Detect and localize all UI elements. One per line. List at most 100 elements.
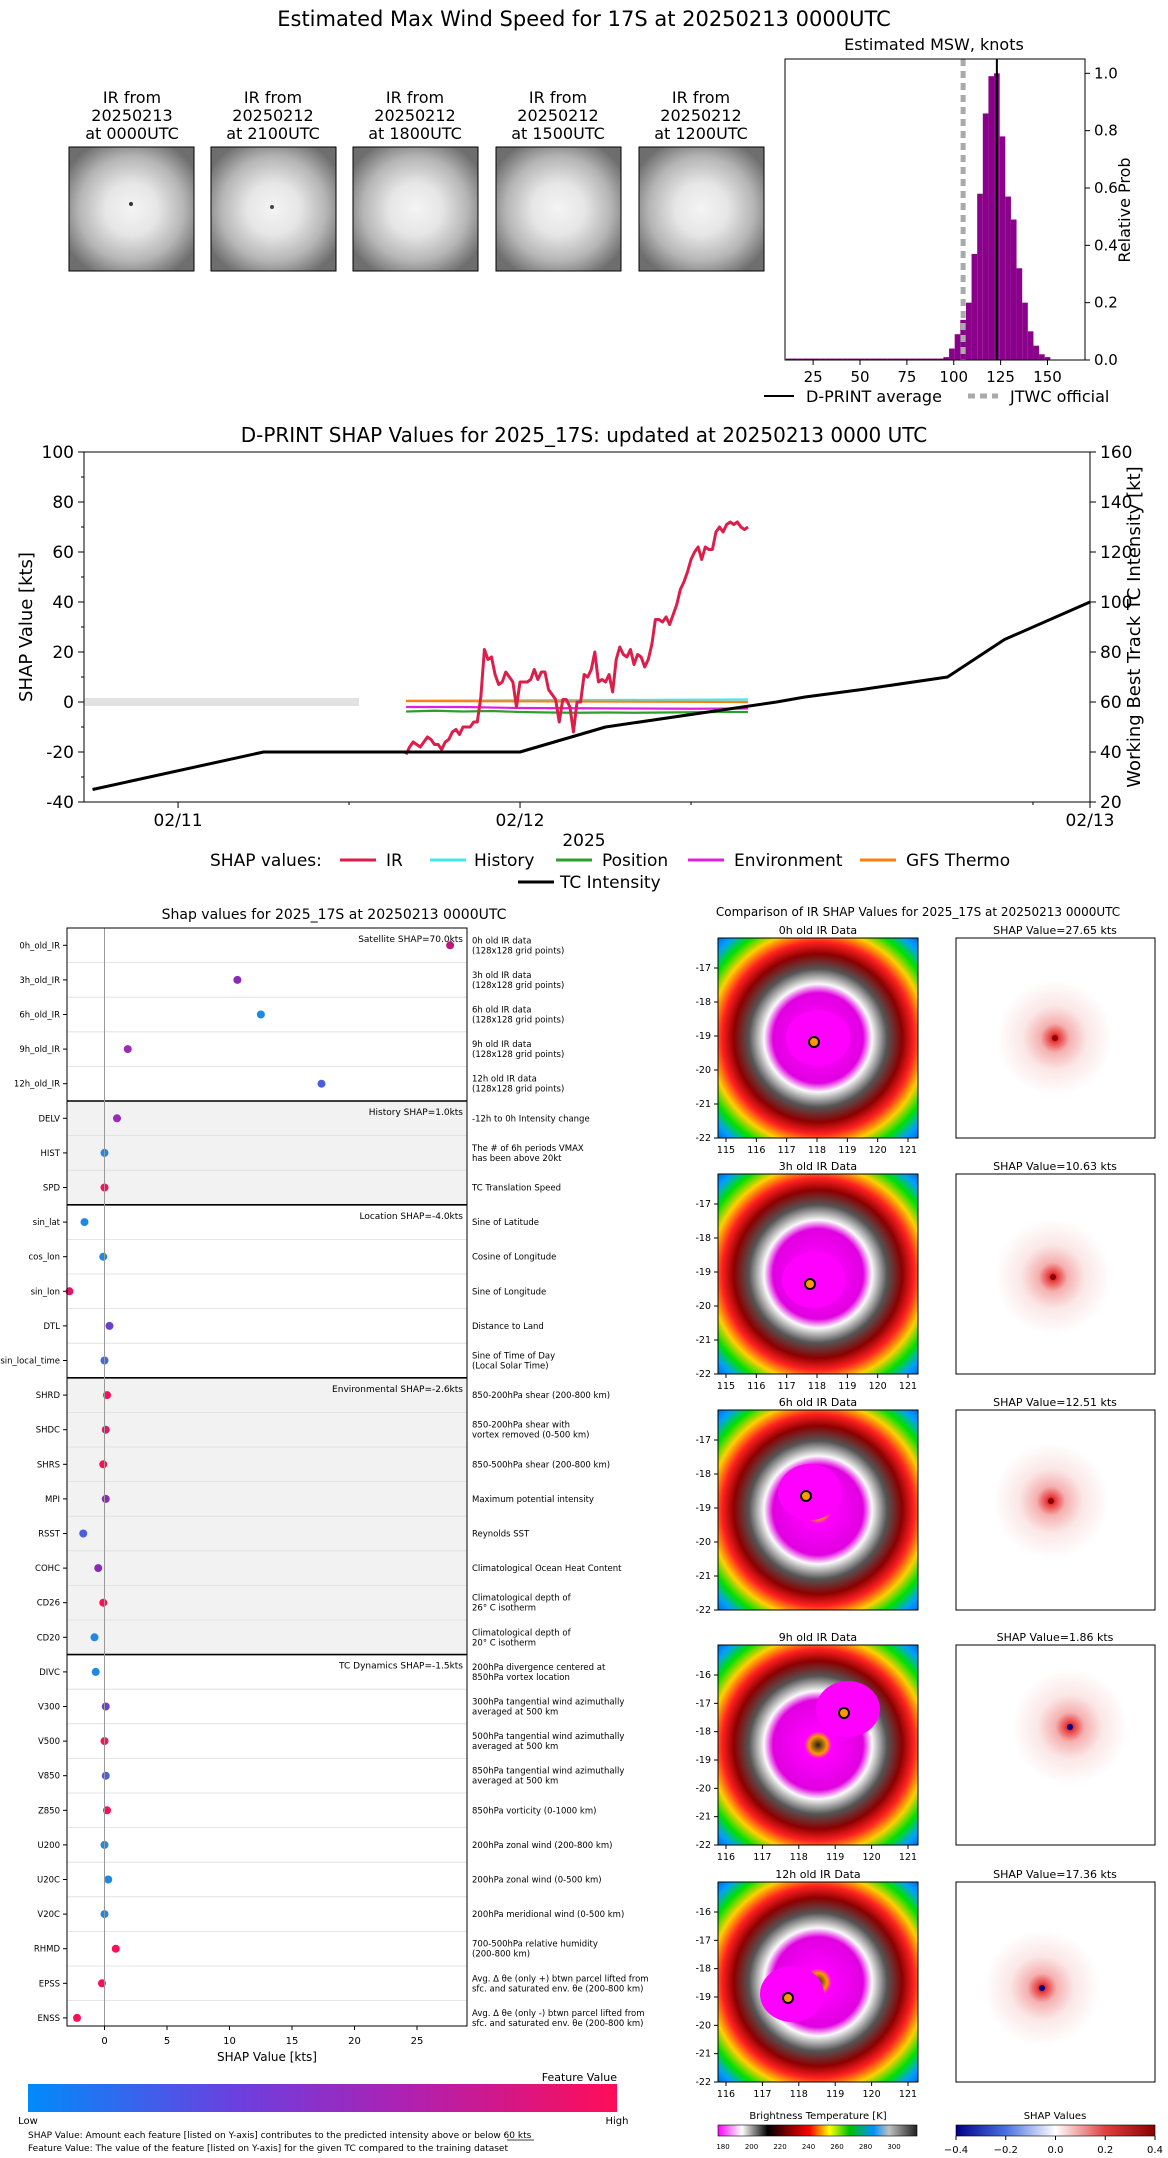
y-tick-label: -21	[695, 1571, 711, 1582]
ir-thumb-caption: 20250213	[91, 106, 172, 125]
y-tick-label: 0.4	[1094, 236, 1118, 254]
feature-name: sin_lon	[31, 1287, 60, 1297]
x-tick-label: 118	[790, 2089, 808, 2100]
ir-thumbnail: IR from 20250212 at 1200UTC	[638, 88, 765, 272]
feature-name: cos_lon	[28, 1253, 60, 1263]
cmp-panels: 0h old IR Data -17 -18 -19 -20 -21 -22 115 116 11…	[695, 924, 1156, 2100]
ir-image	[717, 1644, 919, 1846]
hist-bar	[808, 358, 815, 360]
ir-panel-title: 3h old IR Data	[779, 1160, 857, 1173]
bt-tick-label: 240	[802, 2143, 815, 2151]
ir-panel-title: 6h old IR Data	[779, 1396, 857, 1409]
y-tick-label: 60	[52, 543, 74, 563]
y-tick-label: 1.0	[1094, 64, 1118, 82]
feature-description: 300hPa tangential wind azimuthally	[472, 1698, 624, 1708]
feature-point	[90, 1633, 99, 1642]
y-tick-label: -17	[695, 1435, 711, 1446]
x-tick-label: 0	[101, 2036, 107, 2047]
y-tick-label: -22	[695, 1840, 711, 1851]
y-tick-label: -20	[695, 1537, 711, 1548]
feature-point	[123, 1045, 132, 1054]
feature-name: EPSS	[39, 1979, 60, 1989]
feature-name: 12h_old_IR	[14, 1080, 60, 1090]
x-tick-label: 150	[1033, 368, 1062, 386]
shap-colorbar-label: SHAP Values	[1024, 2111, 1087, 2122]
y-tick-label: -40	[46, 793, 74, 813]
feature-point	[99, 1460, 108, 1469]
ir-thumbnail: IR from 20250212 at 1800UTC	[352, 88, 479, 272]
hist-bar	[904, 358, 910, 360]
ts-zero-band	[84, 698, 359, 706]
ts-xlabel: 2025	[562, 831, 605, 851]
group-label: TC Dynamics SHAP=-1.5kts	[338, 1662, 463, 1672]
y-tick-label: 80	[52, 493, 74, 513]
feature-name: HIST	[41, 1149, 61, 1159]
storm-eye	[129, 202, 133, 206]
series-line	[92, 600, 1091, 791]
legend-label-jtwc: JTWC official	[1009, 387, 1109, 406]
feature-name: U200	[38, 1841, 60, 1851]
ir-thumb-caption: IR from	[529, 88, 587, 107]
ir-thumb-image	[210, 146, 337, 272]
feature-description: (128x128 grid points)	[472, 1085, 564, 1095]
hist-bar	[971, 253, 978, 360]
y-tick-label: 0	[63, 693, 74, 713]
y-tick-label: -17	[695, 1199, 711, 1210]
x-tick-label: 02/11	[154, 811, 203, 831]
hist-bar	[898, 358, 905, 360]
ts-title: D-PRINT SHAP Values for 2025_17S: update…	[241, 423, 928, 447]
hist-bar	[937, 358, 944, 360]
x-tick-label: 115	[717, 1145, 735, 1156]
feature-description: 500hPa tangential wind azimuthally	[472, 1732, 624, 1742]
hist-bar	[965, 302, 972, 360]
hist-yticks: 0.0 0.2 0.4 0.6 0.8 1.0	[1085, 64, 1118, 369]
feature-description: averaged at 500 km	[472, 1742, 558, 1752]
legend-label-tc: TC Intensity	[559, 873, 661, 893]
feature-name: CD20	[37, 1633, 60, 1643]
feature-point	[91, 1667, 100, 1676]
y-tick-label: 0.0	[1094, 351, 1118, 369]
feature-description: (128x128 grid points)	[472, 1016, 564, 1026]
feature-description: Climatological Ocean Heat Content	[472, 1564, 622, 1574]
x-tick-label: 02/13	[1066, 811, 1115, 831]
ir-thumb-caption: IR from	[386, 88, 444, 107]
bt-colorbar-label: Brightness Temperature [K]	[749, 2111, 886, 2122]
feature-description: 200hPa meridional wind (0-500 km)	[472, 1910, 624, 1920]
feature-point	[73, 2013, 81, 2022]
feature-point	[105, 1321, 114, 1330]
bt-tick-label: 300	[887, 2143, 900, 2151]
feature-name: sin_lat	[33, 1218, 61, 1228]
hist-legend: D-PRINT average JTWC official	[764, 387, 1109, 406]
hist-bar	[797, 358, 803, 360]
hist-bar	[943, 357, 950, 360]
main-title: Estimated Max Wind Speed for 17S at 2025…	[277, 7, 891, 31]
hist-bar	[1027, 331, 1034, 360]
shap-panel-title: SHAP Value=27.65 kts	[993, 924, 1117, 937]
feature-description: 850hPa tangential wind azimuthally	[472, 1767, 624, 1777]
shap-core	[1048, 1498, 1054, 1504]
ts-lines	[92, 520, 1091, 791]
y-tick-label: -22	[695, 1605, 711, 1616]
x-tick-label: 115	[717, 1381, 735, 1392]
x-tick-label: 120	[869, 1145, 887, 1156]
feature-description: 850-500hPa shear (200-800 km)	[472, 1460, 610, 1470]
x-tick-label: 15	[286, 2036, 299, 2047]
bee-groups: Satellite SHAP=70.0kts 0h_old_IR 0h old IR…	[0, 928, 649, 2029]
x-tick-label: 118	[808, 1381, 826, 1392]
y-tick-label: -18	[695, 1727, 711, 1738]
shap-ticks: −0.4 −0.2 0.0 0.2 0.4	[944, 2136, 1163, 2156]
shap-image	[955, 1173, 1156, 1375]
feature-description: 200hPa zonal wind (200-800 km)	[472, 1841, 612, 1851]
ts-xticks: 02/11 02/12 02/13	[154, 802, 1115, 831]
x-tick-label: 120	[863, 1852, 881, 1863]
feature-name: 3h_old_IR	[19, 976, 60, 986]
shap-feature-chart: Shap values for 2025_17S at 20250213 000…	[0, 907, 648, 2064]
hist-bar	[864, 358, 871, 360]
hist-bar	[1033, 345, 1040, 360]
shap-tick-label: 0.2	[1097, 2145, 1113, 2156]
feature-point	[256, 1010, 265, 1019]
ts-y2ticks: 20 40 60 80 100 120 140 160	[1090, 443, 1132, 813]
feature-description: The # of 6h periods VMAX	[471, 1144, 584, 1154]
shap-panel-title: SHAP Value=1.86 kts	[997, 1631, 1114, 1644]
group-band	[67, 1101, 467, 1205]
